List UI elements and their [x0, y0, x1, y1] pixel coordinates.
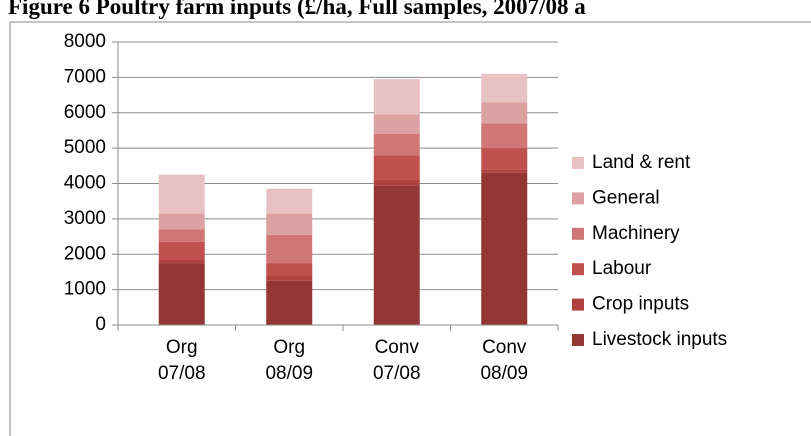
legend-swatch	[572, 192, 584, 205]
x-tick-label: Conv 07/08	[372, 337, 421, 384]
x-tick-label: Org 08/09	[265, 337, 314, 384]
y-tick-label: 4000	[64, 173, 106, 194]
legend-label: Machinery	[592, 223, 680, 244]
bar-segment	[481, 148, 528, 170]
bar-segment	[158, 263, 205, 325]
bar-segment	[266, 275, 313, 281]
y-tick-label: 3000	[64, 208, 106, 229]
legend-label: Labour	[592, 258, 652, 279]
chart-title: Figure 6 Poultry farm inputs (£/ha, Full…	[8, 0, 586, 19]
legend-label: Crop inputs	[592, 294, 689, 315]
legend-swatch	[572, 334, 584, 346]
bar-segment	[266, 213, 313, 235]
bar-segment	[158, 259, 205, 264]
bar-segment	[481, 102, 528, 124]
legend-label: Livestock inputs	[592, 329, 727, 350]
bar-segment	[373, 185, 420, 325]
bar-segment	[481, 169, 528, 173]
bar-segment	[481, 172, 528, 325]
bar-segment	[373, 79, 420, 115]
legend-swatch	[572, 157, 584, 169]
bar-segment	[373, 114, 420, 134]
legend-swatch	[572, 227, 584, 240]
bar-segment	[158, 229, 205, 242]
y-tick-label: 5000	[64, 137, 106, 158]
y-tick-label: 8000	[64, 31, 106, 52]
y-tick-label: 0	[95, 314, 106, 335]
bar-segment	[481, 73, 528, 103]
bar-segment	[158, 174, 205, 214]
bar-segment	[158, 241, 205, 260]
bar-segment	[373, 179, 420, 186]
y-tick-label: 1000	[64, 279, 106, 300]
bar-segment	[373, 133, 420, 156]
legend-swatch	[572, 298, 584, 311]
y-tick-label: 7000	[64, 66, 106, 87]
legend-label: General	[592, 187, 660, 208]
x-tick-label: Conv 08/09	[480, 337, 529, 384]
y-tick-label: 2000	[64, 243, 106, 264]
bar-segment	[373, 155, 420, 180]
bar-segment	[266, 263, 313, 276]
legend-swatch	[572, 263, 584, 276]
bar-segment	[481, 123, 528, 149]
legend-label: Land & rent	[592, 152, 691, 173]
x-tick-label: Org 07/08	[157, 337, 206, 384]
bar-segment	[266, 280, 313, 325]
bar-segment	[158, 213, 205, 230]
bar-segment	[266, 188, 313, 214]
bar-segment	[266, 234, 313, 264]
y-tick-label: 6000	[64, 102, 106, 123]
